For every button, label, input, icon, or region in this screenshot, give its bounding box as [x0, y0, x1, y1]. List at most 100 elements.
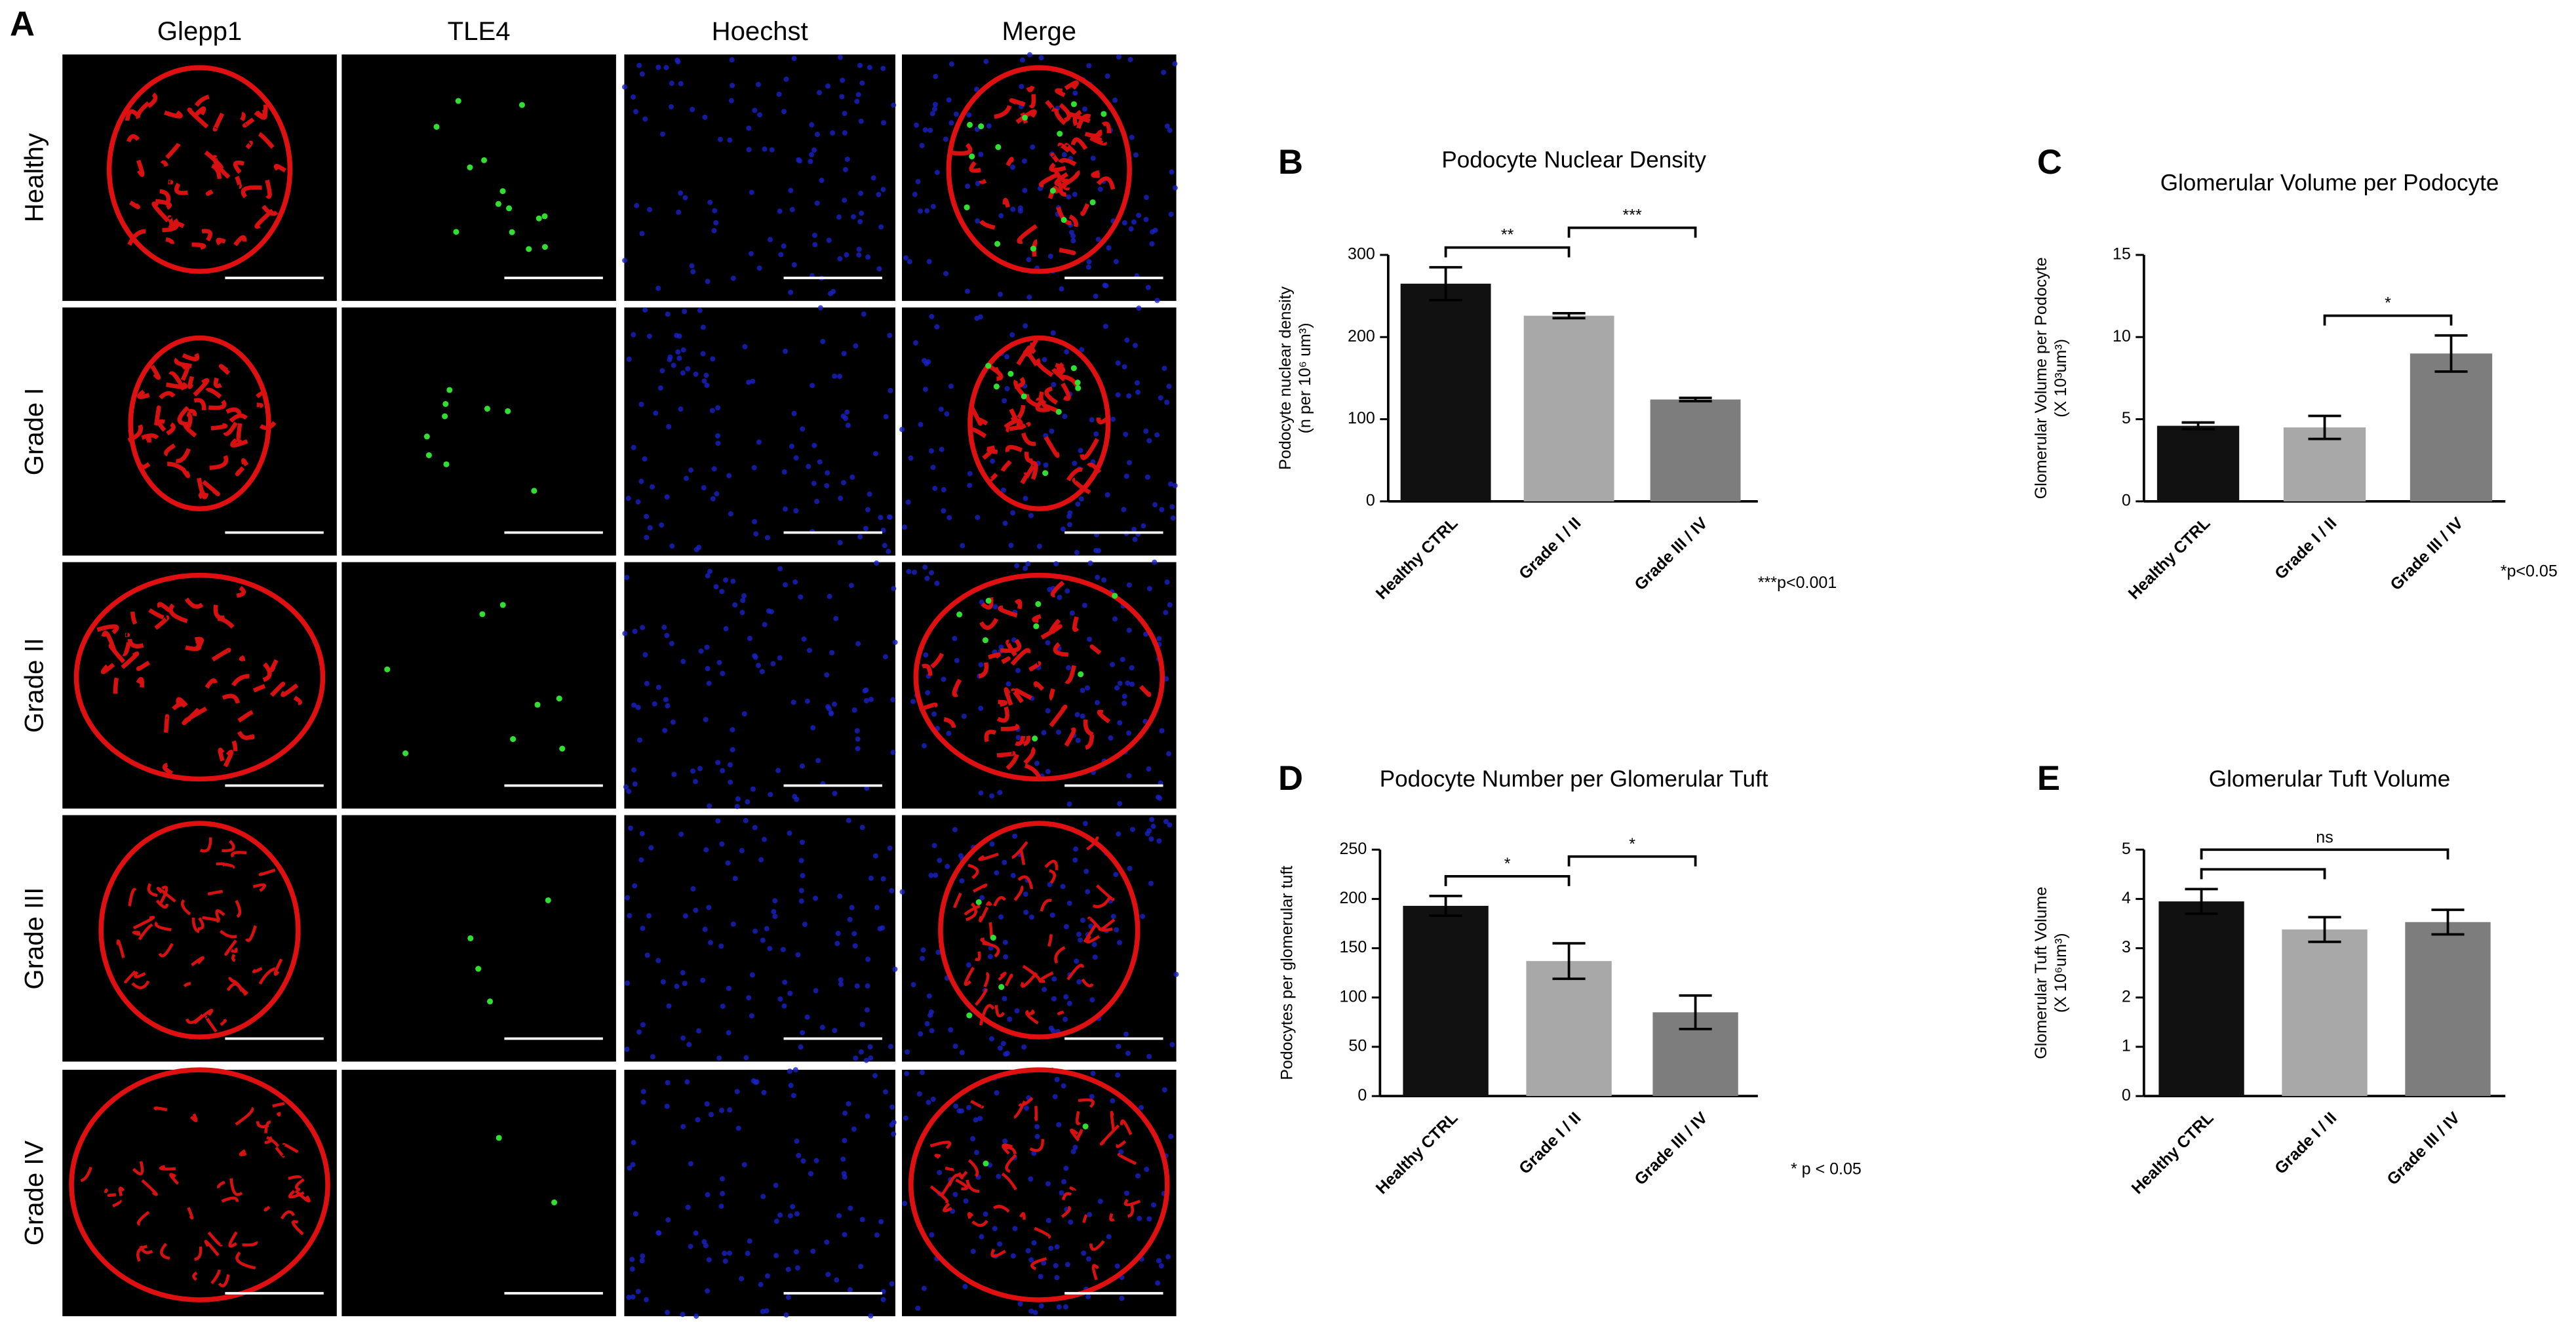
nucleus	[872, 853, 878, 859]
capillary	[233, 235, 247, 246]
capillary	[1038, 971, 1054, 983]
nucleus	[793, 1249, 799, 1255]
nucleus	[1112, 616, 1118, 622]
nucleus	[1169, 169, 1175, 175]
nucleus	[756, 663, 762, 669]
nucleus	[862, 688, 868, 693]
nucleus	[1063, 1017, 1068, 1023]
nucleus	[647, 525, 653, 531]
nucleus	[1050, 1028, 1056, 1034]
nucleus	[643, 1297, 649, 1302]
nucleus	[1172, 61, 1178, 67]
nucleus	[690, 106, 695, 112]
capillary	[182, 353, 200, 361]
capillary	[80, 1166, 92, 1182]
podocyte-nucleus	[423, 433, 430, 440]
capillary	[198, 490, 206, 499]
nucleus	[781, 1003, 787, 1009]
nucleus	[889, 888, 895, 893]
nucleus	[952, 636, 958, 642]
nucleus	[810, 383, 815, 389]
nucleus	[718, 1203, 724, 1209]
nucleus	[835, 931, 841, 937]
nucleus	[1019, 83, 1025, 89]
significance-bracket	[1444, 246, 1571, 258]
nucleus	[838, 977, 844, 983]
nucleus	[922, 564, 928, 570]
capillary	[156, 886, 176, 903]
nucleus	[1140, 914, 1146, 920]
nucleus	[1165, 751, 1172, 756]
capillary	[1091, 1264, 1099, 1281]
column-header: TLE4	[448, 17, 511, 46]
nucleus	[1002, 859, 1007, 865]
nucleus	[728, 98, 734, 104]
nucleus	[887, 845, 893, 851]
nucleus	[970, 1136, 976, 1142]
nucleus	[632, 629, 638, 635]
nucleus	[892, 639, 898, 645]
capillary	[1027, 338, 1038, 358]
nucleus	[635, 1289, 641, 1295]
error-bar	[1429, 895, 1462, 917]
podocyte-nucleus	[442, 400, 449, 407]
nucleus	[1085, 1256, 1092, 1262]
capillary	[205, 1015, 218, 1033]
nucleus	[967, 482, 973, 488]
nucleus	[817, 459, 823, 465]
nucleus	[650, 484, 655, 490]
x-tick-label: Healthy CTRL	[1373, 514, 1462, 603]
nucleus	[798, 857, 804, 863]
nucleus	[663, 697, 669, 703]
nucleus	[849, 475, 855, 480]
nucleus	[817, 305, 823, 311]
nucleus	[899, 889, 905, 895]
nucleus	[1053, 561, 1059, 567]
nucleus	[1056, 1122, 1062, 1127]
micrograph	[902, 1067, 1177, 1317]
capillary	[263, 1205, 271, 1212]
capillary	[1072, 616, 1080, 633]
nucleus	[809, 122, 815, 128]
nucleus	[752, 928, 758, 934]
nucleus	[881, 120, 887, 126]
nucleus	[903, 1115, 908, 1121]
nucleus	[1169, 504, 1175, 510]
capillary	[258, 967, 276, 985]
nucleus	[958, 1108, 964, 1114]
nucleus	[916, 1091, 922, 1097]
podocyte-nucleus	[425, 452, 432, 459]
capillary	[157, 602, 171, 613]
capillary	[222, 693, 240, 704]
nucleus	[630, 1162, 636, 1167]
micrograph	[342, 307, 616, 556]
nucleus	[925, 690, 931, 695]
nucleus	[863, 526, 868, 532]
nucleus	[762, 146, 768, 152]
nucleus	[690, 269, 696, 275]
image-background	[62, 562, 337, 809]
nucleus	[697, 766, 703, 771]
podocyte-nucleus	[1007, 370, 1014, 377]
nucleus	[1053, 1262, 1059, 1268]
nucleus	[933, 73, 939, 79]
nucleus	[1023, 566, 1028, 572]
nucleus	[1161, 1087, 1167, 1093]
nucleus	[1038, 1274, 1044, 1279]
nucleus	[745, 799, 751, 805]
podocyte-nucleus	[551, 1199, 558, 1205]
nucleus	[842, 197, 848, 203]
y-axis-label: Podocyte nuclear density	[1276, 286, 1295, 469]
capillary	[1001, 656, 1011, 664]
nucleus	[1007, 1016, 1013, 1022]
nucleus	[857, 534, 863, 539]
capillary	[116, 939, 125, 958]
nucleus	[715, 760, 721, 766]
capillary	[136, 1245, 147, 1262]
capillary	[964, 904, 981, 916]
nucleus	[787, 1068, 792, 1074]
nucleus	[861, 311, 867, 317]
nucleus	[1158, 395, 1163, 400]
nucleus	[748, 250, 754, 256]
nucleus	[865, 254, 871, 260]
